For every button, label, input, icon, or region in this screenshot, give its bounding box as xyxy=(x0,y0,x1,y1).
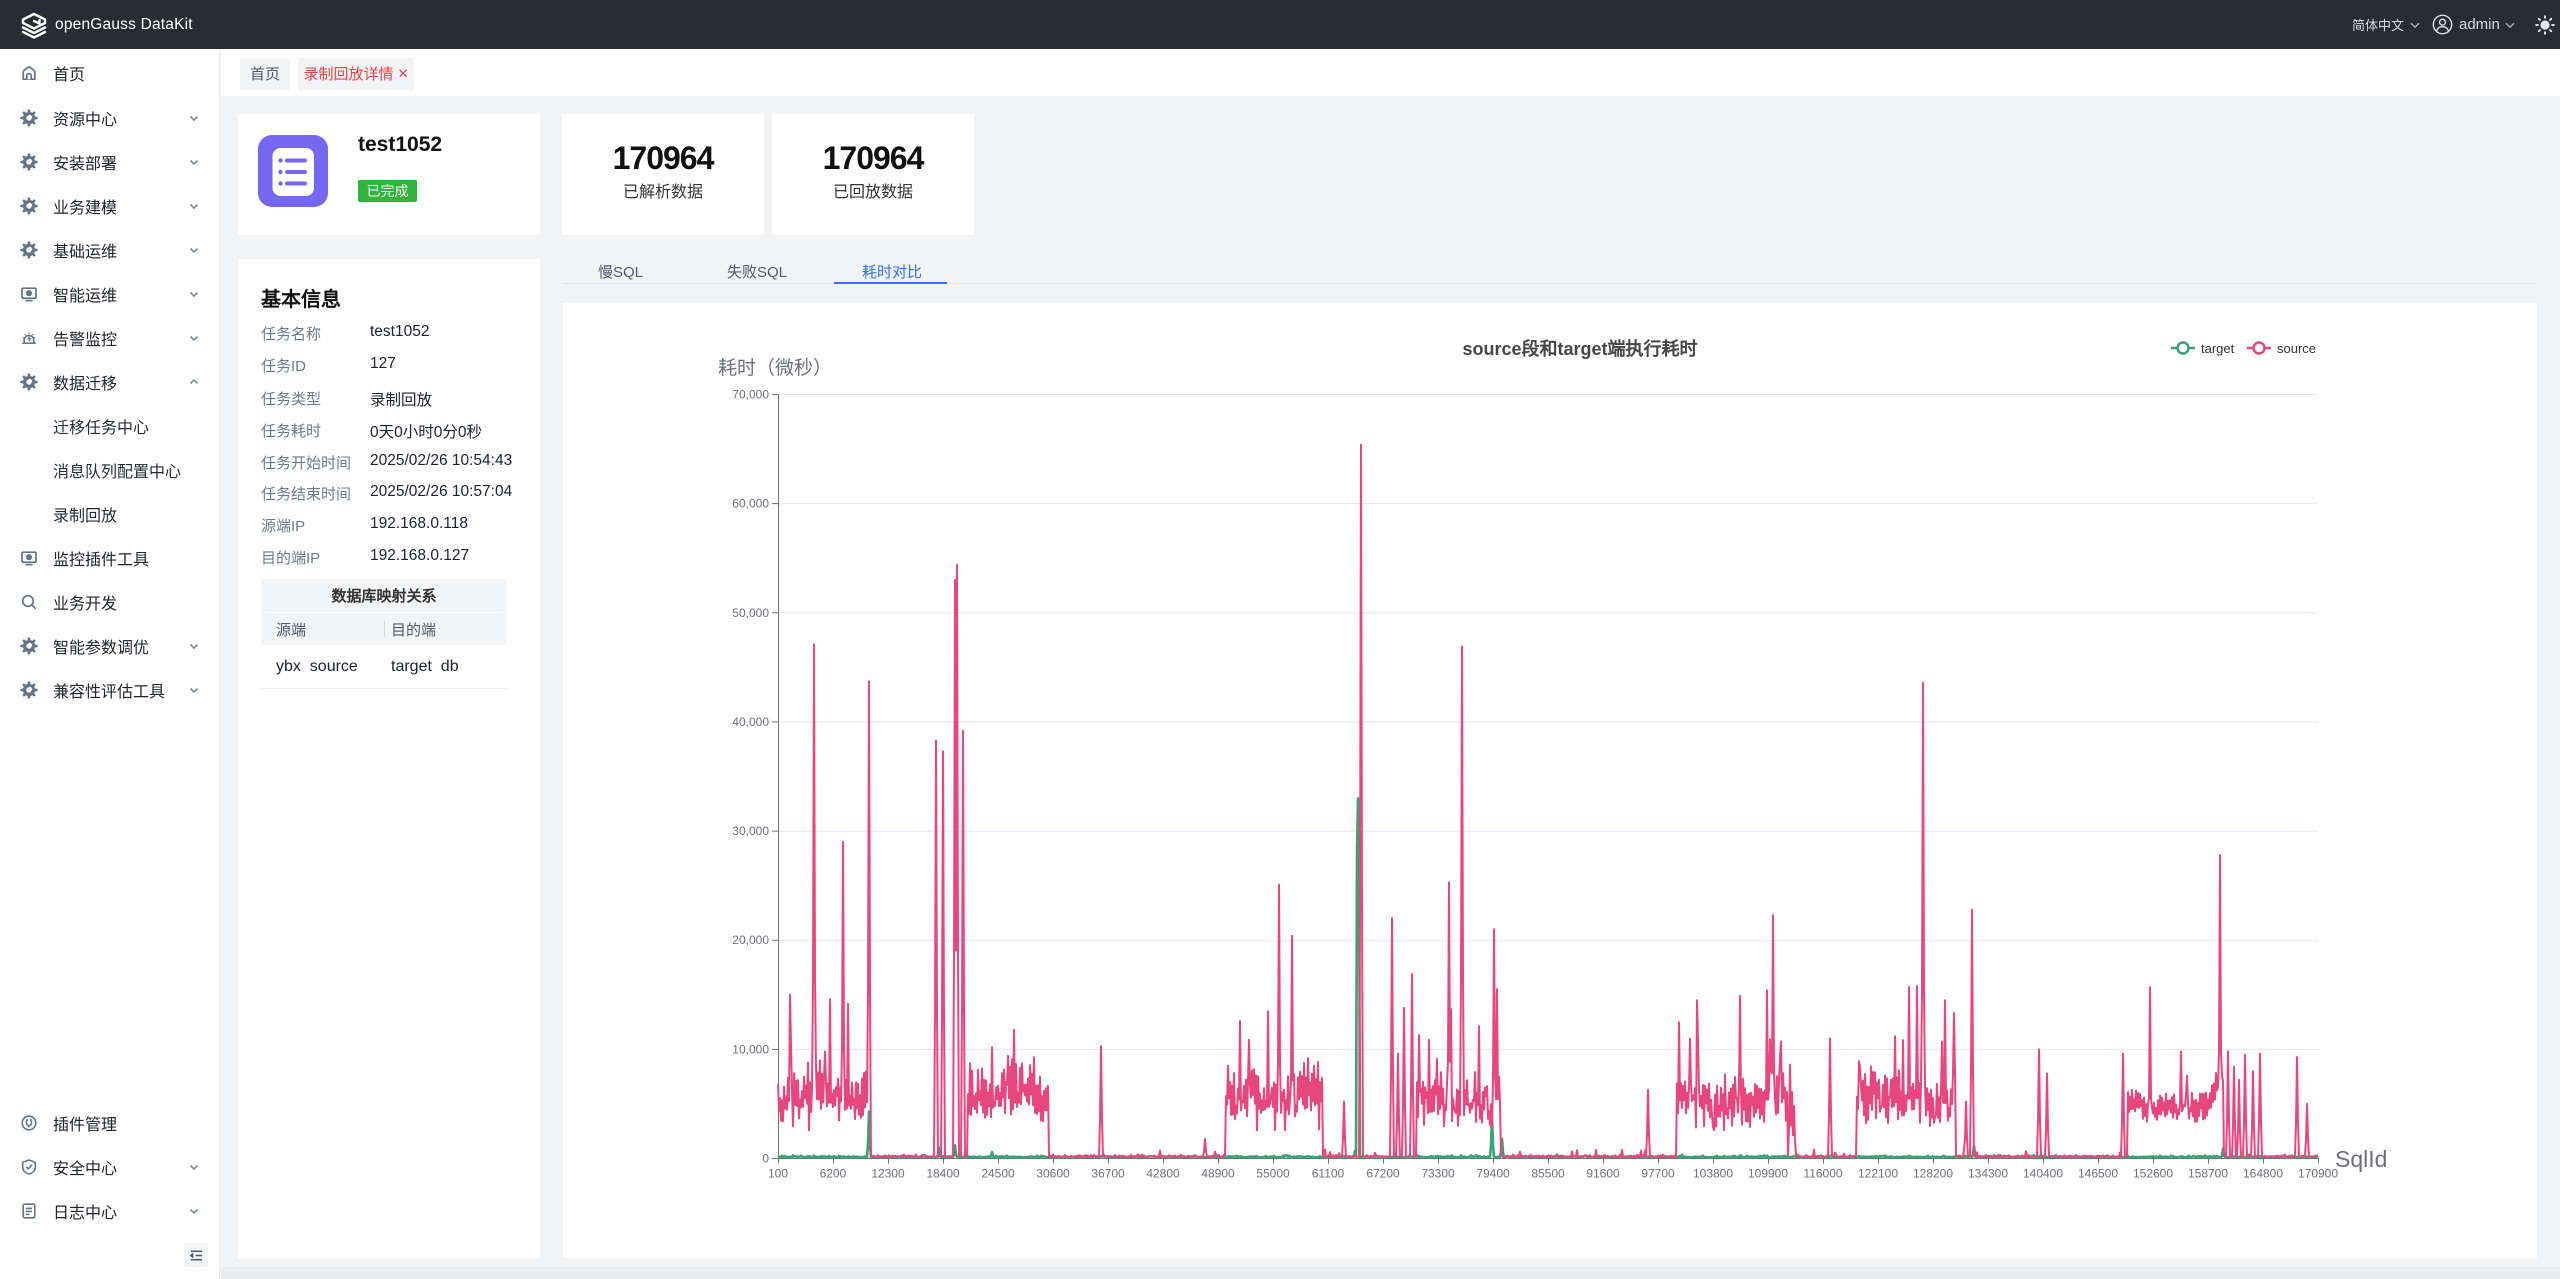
svg-text:target: target xyxy=(2201,341,2235,356)
svg-text:source: source xyxy=(2277,341,2316,356)
svg-text:30,000: 30,000 xyxy=(732,824,769,838)
svg-text:SqlId: SqlId xyxy=(2335,1146,2387,1172)
svg-text:79400: 79400 xyxy=(1476,1167,1510,1181)
svg-text:109900: 109900 xyxy=(1748,1167,1788,1181)
svg-text:40,000: 40,000 xyxy=(732,715,769,729)
svg-text:97700: 97700 xyxy=(1641,1167,1675,1181)
svg-text:60,000: 60,000 xyxy=(732,497,769,511)
svg-text:耗时（微秒）: 耗时（微秒） xyxy=(718,357,832,379)
svg-text:55000: 55000 xyxy=(1256,1167,1290,1181)
svg-text:30600: 30600 xyxy=(1036,1167,1070,1181)
svg-text:0: 0 xyxy=(762,1152,769,1166)
svg-text:20,000: 20,000 xyxy=(732,933,769,947)
svg-text:12300: 12300 xyxy=(871,1167,905,1181)
svg-text:158700: 158700 xyxy=(2188,1167,2228,1181)
svg-text:100: 100 xyxy=(768,1167,788,1181)
svg-text:116000: 116000 xyxy=(1803,1167,1842,1181)
svg-text:91600: 91600 xyxy=(1586,1167,1620,1181)
svg-text:61100: 61100 xyxy=(1312,1167,1345,1181)
svg-text:source段和target端执行耗时: source段和target端执行耗时 xyxy=(1462,338,1697,359)
svg-text:103800: 103800 xyxy=(1693,1167,1733,1181)
svg-text:36700: 36700 xyxy=(1091,1167,1125,1181)
svg-text:128200: 128200 xyxy=(1913,1167,1953,1181)
svg-text:24500: 24500 xyxy=(981,1167,1015,1181)
svg-text:170900: 170900 xyxy=(2298,1167,2338,1181)
svg-text:134300: 134300 xyxy=(1968,1167,2008,1181)
svg-text:6200: 6200 xyxy=(820,1167,847,1181)
svg-text:18400: 18400 xyxy=(926,1167,960,1181)
svg-text:10,000: 10,000 xyxy=(732,1042,769,1056)
svg-text:146500: 146500 xyxy=(2078,1167,2118,1181)
svg-text:67200: 67200 xyxy=(1366,1167,1400,1181)
svg-text:50,000: 50,000 xyxy=(732,606,769,620)
svg-text:48900: 48900 xyxy=(1201,1167,1235,1181)
svg-text:122100: 122100 xyxy=(1858,1167,1898,1181)
svg-text:164800: 164800 xyxy=(2243,1167,2283,1181)
svg-text:152600: 152600 xyxy=(2133,1167,2173,1181)
svg-text:42800: 42800 xyxy=(1146,1167,1180,1181)
svg-text:73300: 73300 xyxy=(1421,1167,1455,1181)
svg-text:140400: 140400 xyxy=(2023,1167,2063,1181)
svg-text:70,000: 70,000 xyxy=(732,388,769,402)
svg-text:85500: 85500 xyxy=(1531,1167,1565,1181)
